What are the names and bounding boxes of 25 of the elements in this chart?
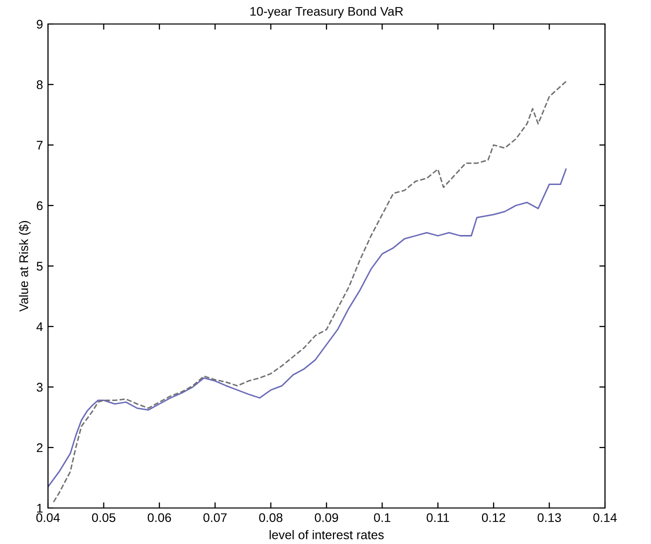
line-series: [48, 168, 567, 488]
x-axis-title: level of interest rates: [270, 530, 384, 540]
y-axis-title: Value at Risk ($): [18, 221, 31, 312]
x-tick-label: 0.13: [538, 513, 561, 522]
y-tick-label: 2: [36, 443, 43, 452]
x-tick-label: 0.05: [92, 513, 116, 522]
x-tick-label: 0.08: [259, 513, 282, 522]
x-tick-label: 0.1: [374, 513, 390, 522]
x-tick-label: 0.06: [148, 513, 172, 522]
y-tick-label: 4: [36, 322, 43, 332]
line-series: [52, 80, 567, 503]
y-tick-label: 7: [36, 140, 43, 150]
x-tick-label: 0.07: [203, 513, 227, 522]
y-tick-label: 9: [36, 20, 43, 29]
x-tick-label: 0.14: [593, 513, 617, 522]
y-tick-label: 5: [36, 262, 43, 271]
x-tick-label: 0.11: [426, 513, 449, 522]
y-tick-label: 8: [36, 80, 43, 90]
x-tick-label: 0.09: [314, 513, 338, 522]
y-tick-label: 3: [36, 382, 43, 392]
chart-title: 10-year Treasury Bond VaR: [250, 6, 403, 18]
x-tick-label: 0.12: [482, 513, 506, 522]
x-tick-label: 0.04: [36, 513, 60, 522]
y-tick-label: 1: [37, 504, 43, 513]
y-tick-label: 6: [36, 201, 43, 210]
